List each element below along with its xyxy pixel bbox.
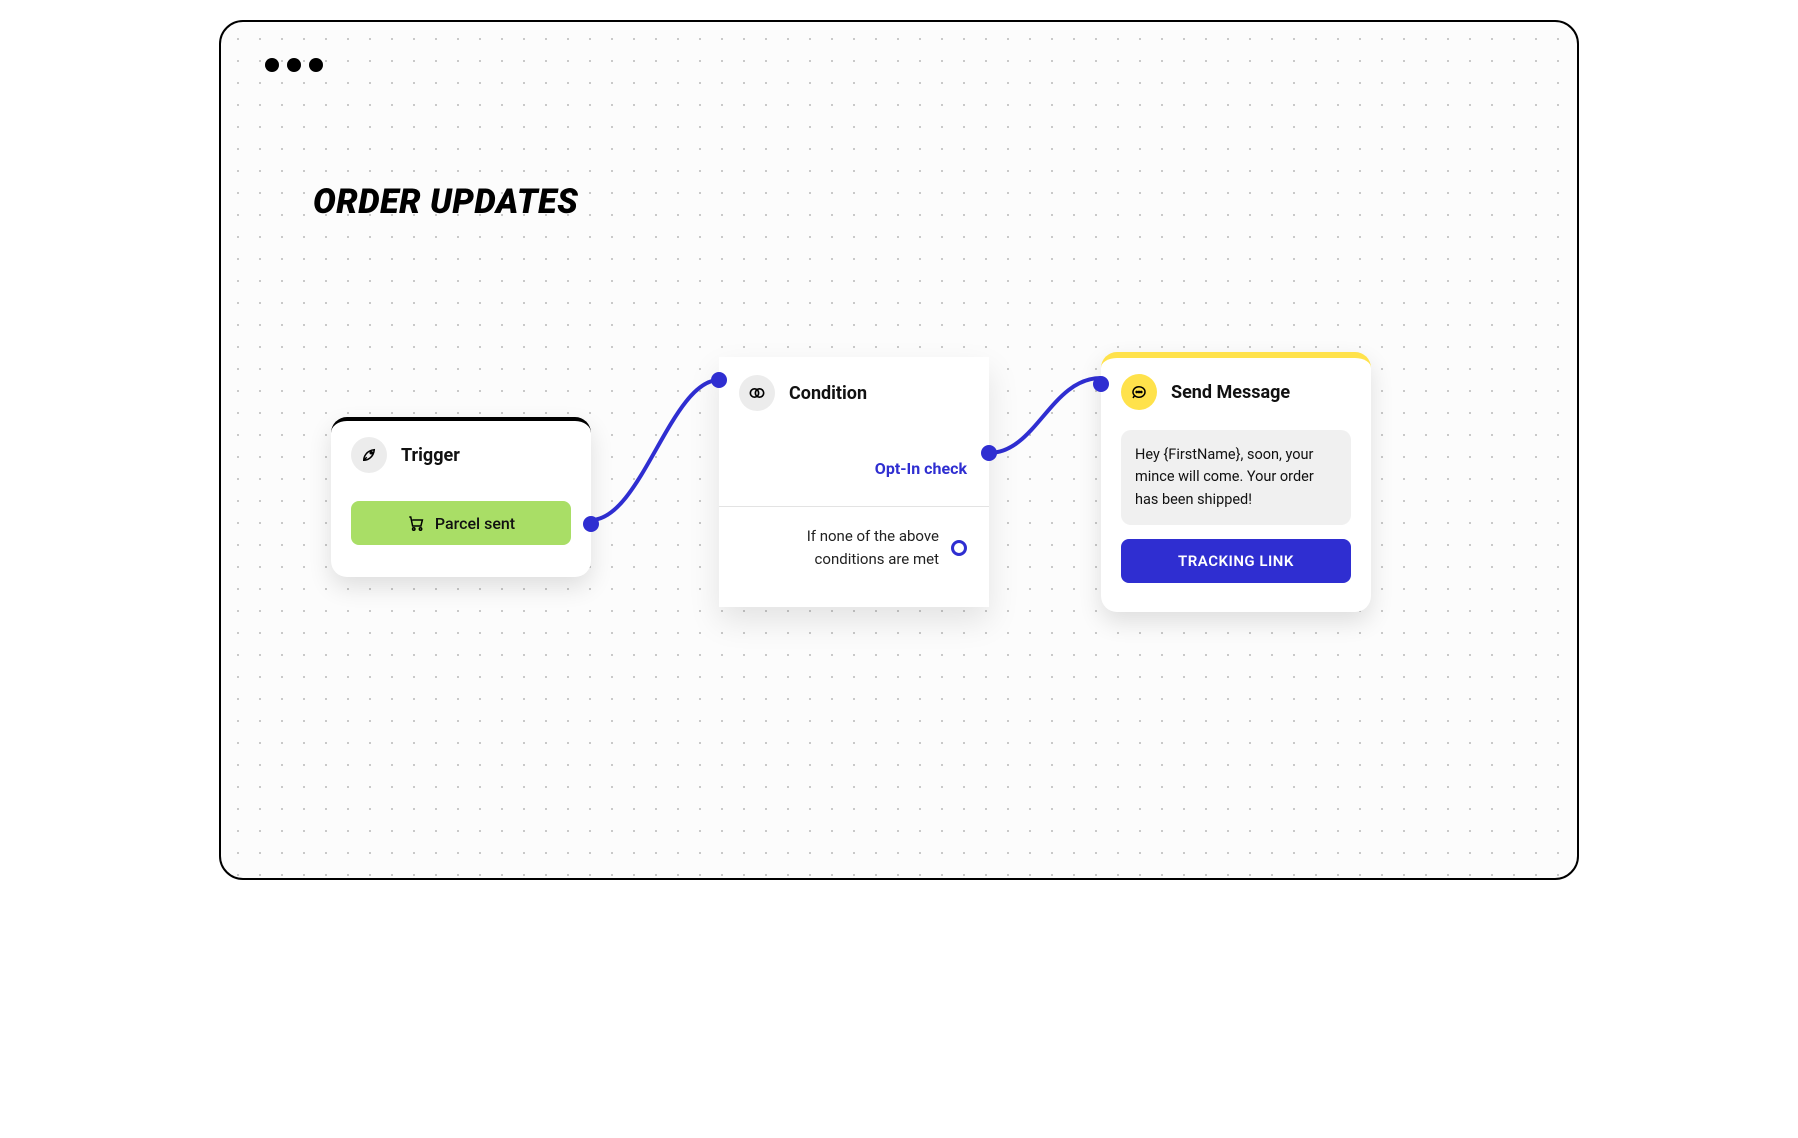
node-title: Condition <box>789 383 867 404</box>
condition-fallback-row[interactable]: If none of the above conditions are met <box>719 507 989 588</box>
tracking-link-button[interactable]: TRACKING LINK <box>1121 539 1351 583</box>
input-port[interactable] <box>1093 376 1109 392</box>
trigger-chip[interactable]: Parcel sent <box>351 501 571 545</box>
edge-condition-to-send <box>989 378 1101 453</box>
output-port[interactable] <box>981 445 997 461</box>
node-title: Trigger <box>401 445 460 466</box>
fallback-port[interactable] <box>951 540 967 556</box>
input-port[interactable] <box>711 372 727 388</box>
node-header: Trigger <box>331 421 591 483</box>
message-preview: Hey {FirstName}, soon, your mince will c… <box>1121 430 1351 525</box>
trigger-chip-label: Parcel sent <box>435 514 515 533</box>
node-send-message[interactable]: Send Message Hey {FirstName}, soon, your… <box>1101 352 1371 612</box>
condition-icon <box>739 375 775 411</box>
button-label: TRACKING LINK <box>1178 552 1294 570</box>
cart-icon <box>407 514 425 532</box>
output-port[interactable] <box>583 516 599 532</box>
node-condition[interactable]: Condition Opt-In check If none of the ab… <box>719 357 989 607</box>
node-title: Send Message <box>1171 382 1290 403</box>
condition-fallback-text: If none of the above conditions are met <box>741 525 939 570</box>
node-trigger[interactable]: Trigger Parcel sent <box>331 417 591 577</box>
node-header: Send Message <box>1101 358 1371 420</box>
edge-trigger-to-condition <box>591 380 719 520</box>
chat-icon <box>1121 374 1157 410</box>
workflow-window: ORDER UPDATES Trigger <box>219 20 1579 880</box>
rocket-icon <box>351 437 387 473</box>
canvas[interactable]: Trigger Parcel sent <box>221 22 1577 878</box>
condition-option-label: Opt-In check <box>875 459 967 478</box>
condition-option-row[interactable]: Opt-In check <box>719 421 989 506</box>
node-header: Condition <box>719 357 989 421</box>
